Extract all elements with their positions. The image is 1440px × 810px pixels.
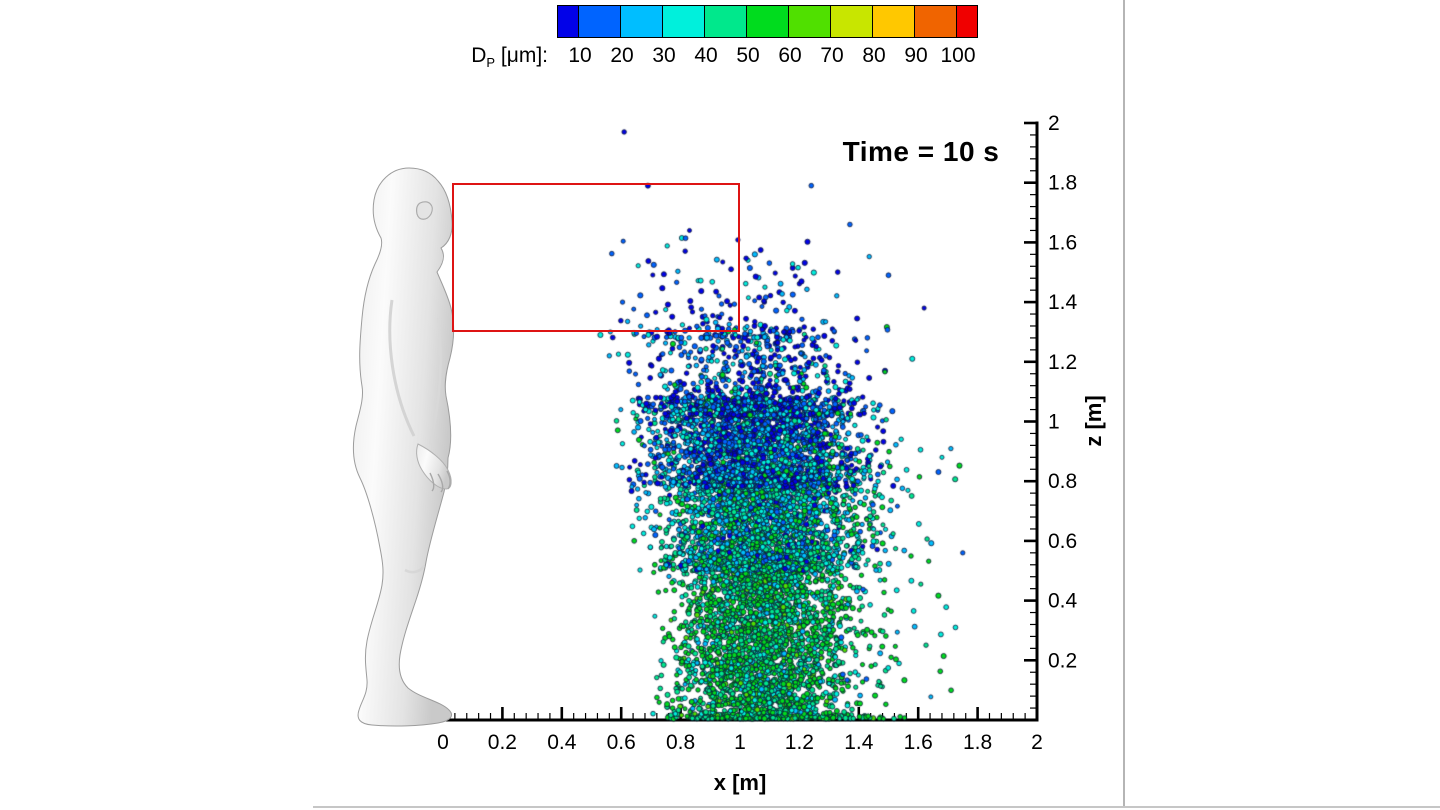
colorbar-tick-label: 100 bbox=[940, 44, 976, 67]
colorbar-segment bbox=[914, 5, 957, 38]
colorbar-segment bbox=[746, 5, 789, 38]
roi-rectangle bbox=[451, 182, 740, 332]
colorbar-segment bbox=[704, 5, 747, 38]
manikin-arm-contour bbox=[388, 299, 416, 437]
particle-diameter-colorbar bbox=[557, 5, 978, 38]
colorbar-title: DP [μm]: bbox=[452, 44, 548, 70]
colorbar-tick-label: 80 bbox=[862, 44, 886, 67]
colorbar-title-unit: [μm]: bbox=[495, 44, 548, 67]
manikin-arm-front-contour bbox=[428, 317, 442, 445]
manikin-knee-contour bbox=[404, 565, 426, 574]
colorbar-title-symbol: D bbox=[471, 44, 487, 67]
colorbar-tick-label: 70 bbox=[820, 44, 844, 67]
colorbar-tick-label: 30 bbox=[652, 44, 676, 67]
colorbar-segment bbox=[956, 5, 978, 38]
colorbar-tick-label: 40 bbox=[694, 44, 718, 67]
manikin-fingers bbox=[429, 470, 451, 493]
colorbar-segment bbox=[662, 5, 705, 38]
manikin-ear bbox=[416, 201, 433, 220]
colorbar-tick-label: 90 bbox=[904, 44, 928, 67]
manikin-body bbox=[352, 167, 454, 727]
page-divider-horizontal bbox=[313, 806, 1440, 808]
manikin-hand bbox=[416, 443, 452, 490]
colorbar-segment bbox=[578, 5, 621, 38]
colorbar-tick-label: 60 bbox=[778, 44, 802, 67]
colorbar-segment bbox=[788, 5, 831, 38]
colorbar-segment bbox=[557, 5, 579, 38]
colorbar-title-subscript: P bbox=[486, 55, 496, 71]
time-annotation: Time = 10 s bbox=[842, 136, 1000, 167]
colorbar-tick-label: 10 bbox=[568, 44, 592, 67]
colorbar-segment bbox=[830, 5, 873, 38]
colorbar-tick-label: 20 bbox=[610, 44, 634, 67]
colorbar-tick-label: 50 bbox=[736, 44, 760, 67]
page-divider-vertical bbox=[1123, 0, 1125, 807]
colorbar-segment bbox=[620, 5, 663, 38]
colorbar-segment bbox=[872, 5, 915, 38]
